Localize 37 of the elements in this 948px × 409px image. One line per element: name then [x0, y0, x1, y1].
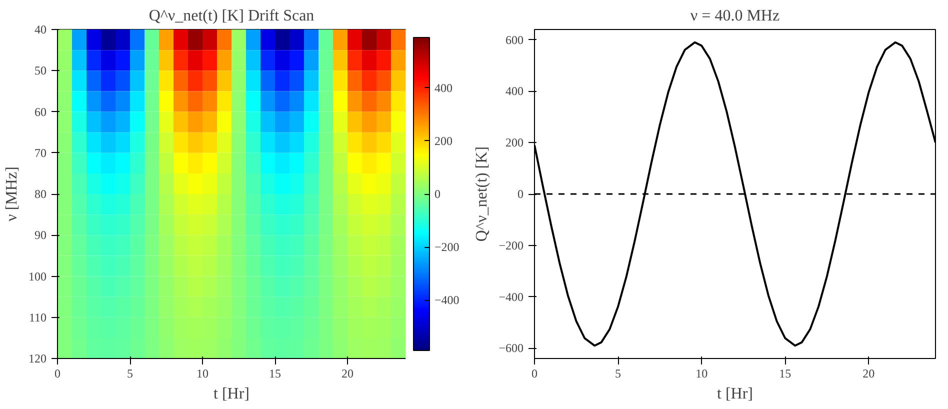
y-tick-label: 110 — [28, 310, 47, 324]
x-axis-title: t [Hr] — [717, 386, 753, 402]
x-axis-title: t [Hr] — [214, 386, 250, 402]
chart-title: Q^ν_net(t) [K] Drift Scan — [148, 8, 314, 24]
x-tick-label: 5 — [127, 366, 133, 380]
x-tick-label: 10 — [196, 366, 208, 380]
y-tick-label: 600 — [506, 32, 524, 47]
y-tick-label: 120 — [28, 352, 46, 366]
y-tick-label: 100 — [28, 269, 46, 284]
color-bar-label: 0 — [434, 187, 440, 201]
y-tick-label: 200 — [506, 136, 524, 150]
x-tick-label: 20 — [862, 366, 875, 380]
chart-title: ν = 40.0 MHz — [690, 8, 780, 24]
y-tick-label: 40 — [34, 22, 46, 36]
x-tick-label: 10 — [696, 366, 708, 380]
y-tick-label: 80 — [34, 187, 46, 201]
x-tick-label: 15 — [269, 366, 281, 380]
color-bar-label: 200 — [434, 134, 452, 148]
y-tick-label: −200 — [498, 238, 524, 252]
x-tick-label: 15 — [779, 366, 792, 380]
y-axis-title: ν [MHz] — [4, 166, 20, 222]
x-tick-label: 0 — [54, 366, 60, 380]
y-tick-label: 70 — [34, 146, 46, 160]
y-tick-label: −600 — [498, 341, 524, 356]
y-tick-label: 90 — [34, 228, 46, 242]
x-tick-label: 20 — [342, 366, 354, 380]
x-tick-label: 0 — [532, 366, 538, 380]
y-axis-title: Q^ν_net(t) [K] — [474, 146, 491, 242]
color-bar-label: 400 — [434, 80, 452, 95]
color-bar-label: −400 — [434, 293, 460, 308]
x-tick-label: 5 — [615, 366, 622, 380]
y-tick-label: −400 — [498, 290, 524, 304]
y-tick-label: 50 — [34, 64, 46, 78]
color-bar-label: −200 — [434, 240, 460, 254]
y-tick-label: 400 — [506, 84, 524, 98]
y-tick-label: 0 — [518, 187, 524, 201]
y-tick-label: 60 — [34, 104, 46, 119]
